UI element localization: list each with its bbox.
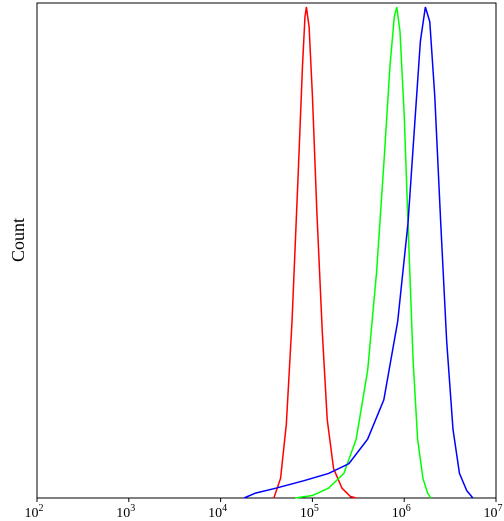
histogram-series-3 (243, 6, 474, 499)
y-axis-label: Count (8, 218, 28, 262)
x-tick-label: 106 (392, 503, 411, 521)
plot-area (36, 2, 497, 499)
histogram-series-2 (295, 6, 432, 499)
histogram-series-1 (273, 6, 357, 499)
x-tick-label: 105 (300, 503, 319, 521)
x-tick-label: 107 (484, 503, 503, 521)
x-tick-label: 102 (25, 503, 44, 521)
x-tick-label: 104 (208, 503, 227, 521)
series-layer (243, 6, 474, 499)
x-tick-label: 103 (116, 503, 135, 521)
x-axis-ticks: 102 103 104 105 106 107 (25, 498, 503, 521)
